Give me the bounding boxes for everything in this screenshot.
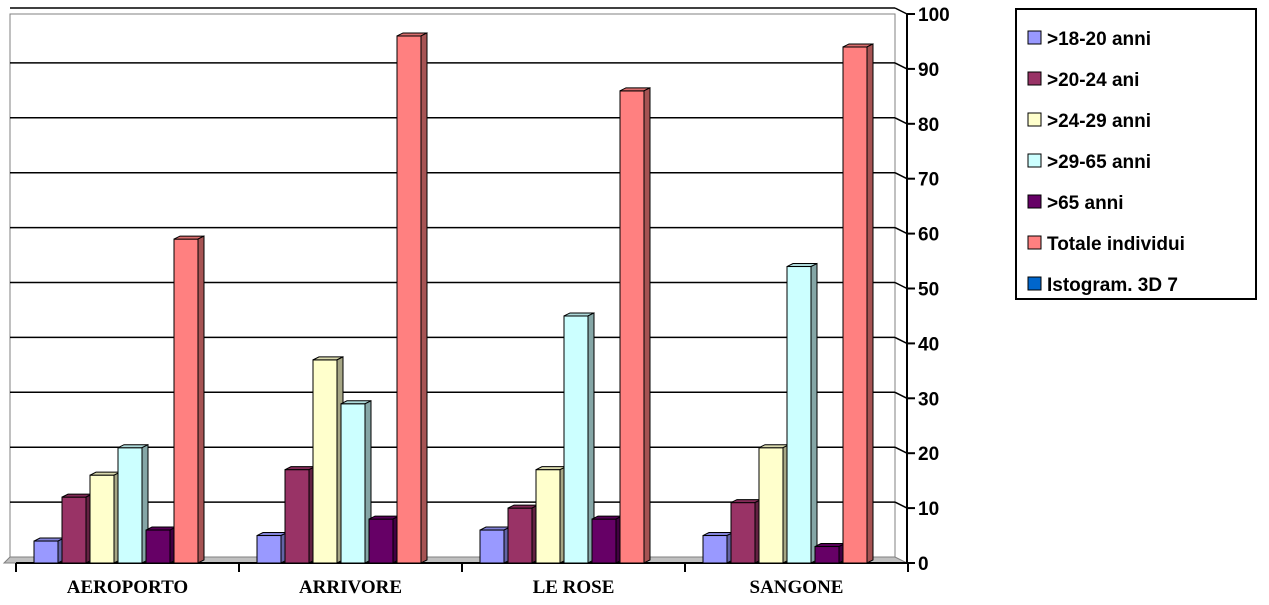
bar bbox=[256, 531, 288, 564]
y-tick-label: 30 bbox=[918, 389, 939, 410]
bar-front bbox=[340, 403, 366, 564]
legend-swatch bbox=[1027, 235, 1042, 250]
legend-swatch bbox=[1027, 112, 1042, 127]
bar-front bbox=[256, 535, 282, 564]
legend-swatch bbox=[1027, 30, 1042, 45]
category-label: SANGONE bbox=[750, 577, 844, 598]
bar-front bbox=[312, 359, 338, 564]
y-tick-label: 90 bbox=[918, 60, 939, 81]
bar bbox=[396, 32, 428, 564]
bar bbox=[535, 465, 567, 564]
category-label: LE ROSE bbox=[533, 577, 615, 598]
legend-label: >24-29 anni bbox=[1047, 111, 1151, 132]
bar bbox=[312, 356, 344, 564]
gridline-depth bbox=[894, 281, 908, 290]
bar bbox=[368, 515, 400, 564]
bar-front bbox=[507, 507, 533, 564]
y-tick-label: 50 bbox=[918, 280, 939, 301]
bar bbox=[507, 504, 539, 564]
bar-front bbox=[89, 474, 115, 564]
bar bbox=[563, 312, 595, 564]
gridline-depth bbox=[894, 62, 908, 70]
y-tick-label: 10 bbox=[918, 499, 939, 520]
legend-label: Totale individui bbox=[1047, 234, 1185, 255]
bar-front bbox=[786, 266, 812, 564]
category-label: AEROPORTO bbox=[67, 577, 188, 598]
legend-label: >18-20 anni bbox=[1047, 29, 1151, 50]
bar bbox=[89, 471, 121, 564]
bar-side bbox=[197, 235, 205, 564]
bar bbox=[591, 515, 623, 564]
legend-label: >65 anni bbox=[1047, 193, 1124, 214]
legend-swatch bbox=[1027, 276, 1042, 291]
bar-front bbox=[284, 469, 310, 564]
bar-side bbox=[810, 262, 818, 564]
gridline-depth bbox=[894, 7, 908, 15]
bar bbox=[479, 526, 511, 564]
bar-front bbox=[730, 502, 756, 564]
legend-swatch bbox=[1027, 71, 1042, 86]
gridline-depth bbox=[894, 446, 908, 454]
legend-swatch bbox=[1027, 194, 1042, 209]
bar bbox=[842, 43, 874, 564]
bar bbox=[702, 531, 734, 564]
bar bbox=[61, 493, 93, 564]
bar bbox=[284, 465, 316, 564]
bar bbox=[33, 537, 65, 564]
y-tick-label: 60 bbox=[918, 225, 939, 246]
bar-front bbox=[396, 35, 422, 564]
bar bbox=[758, 443, 790, 564]
bar-front bbox=[173, 238, 199, 564]
bar-front bbox=[479, 529, 505, 564]
legend-box bbox=[1015, 8, 1257, 300]
y-tick-label: 20 bbox=[918, 444, 939, 465]
gridline-depth bbox=[894, 226, 908, 235]
gridline-depth bbox=[894, 172, 908, 180]
bar-front bbox=[591, 518, 617, 564]
bar bbox=[173, 235, 205, 564]
bar-front bbox=[535, 469, 561, 564]
gridline-depth bbox=[894, 501, 908, 509]
bar-front bbox=[619, 90, 645, 564]
gridline-depth bbox=[894, 117, 908, 125]
bar bbox=[814, 542, 846, 564]
bar-side bbox=[643, 87, 651, 564]
bar-front bbox=[842, 46, 868, 564]
bar-front bbox=[368, 518, 394, 564]
y-tick-label: 80 bbox=[918, 115, 939, 136]
bar bbox=[145, 526, 177, 564]
bar-front bbox=[563, 315, 589, 564]
bar bbox=[619, 87, 651, 564]
bar bbox=[786, 262, 818, 564]
bar-front bbox=[702, 535, 728, 564]
category-label: ARRIVORE bbox=[299, 577, 402, 598]
bar-side bbox=[866, 43, 874, 564]
bar-front bbox=[117, 447, 143, 564]
bar-front bbox=[758, 447, 784, 564]
bar-side bbox=[420, 32, 428, 564]
bar bbox=[117, 443, 149, 564]
bar bbox=[340, 399, 372, 564]
bar-front bbox=[814, 546, 840, 564]
legend-label: Istogram. 3D 7 bbox=[1047, 275, 1178, 296]
y-tick-label: 100 bbox=[918, 5, 950, 26]
bar bbox=[730, 498, 762, 564]
bar-front bbox=[61, 496, 87, 564]
y-tick-label: 0 bbox=[918, 554, 929, 575]
gridline-depth bbox=[894, 391, 908, 399]
gridline-depth bbox=[894, 336, 908, 345]
y-tick-label: 40 bbox=[918, 334, 939, 355]
legend-swatch bbox=[1027, 153, 1042, 168]
y-tick-label: 70 bbox=[918, 170, 939, 191]
bar-front bbox=[145, 529, 171, 564]
back-wall bbox=[9, 13, 896, 558]
legend-label: >29-65 anni bbox=[1047, 152, 1151, 173]
legend-label: >20-24 ani bbox=[1047, 70, 1139, 91]
bar-front bbox=[33, 540, 59, 564]
